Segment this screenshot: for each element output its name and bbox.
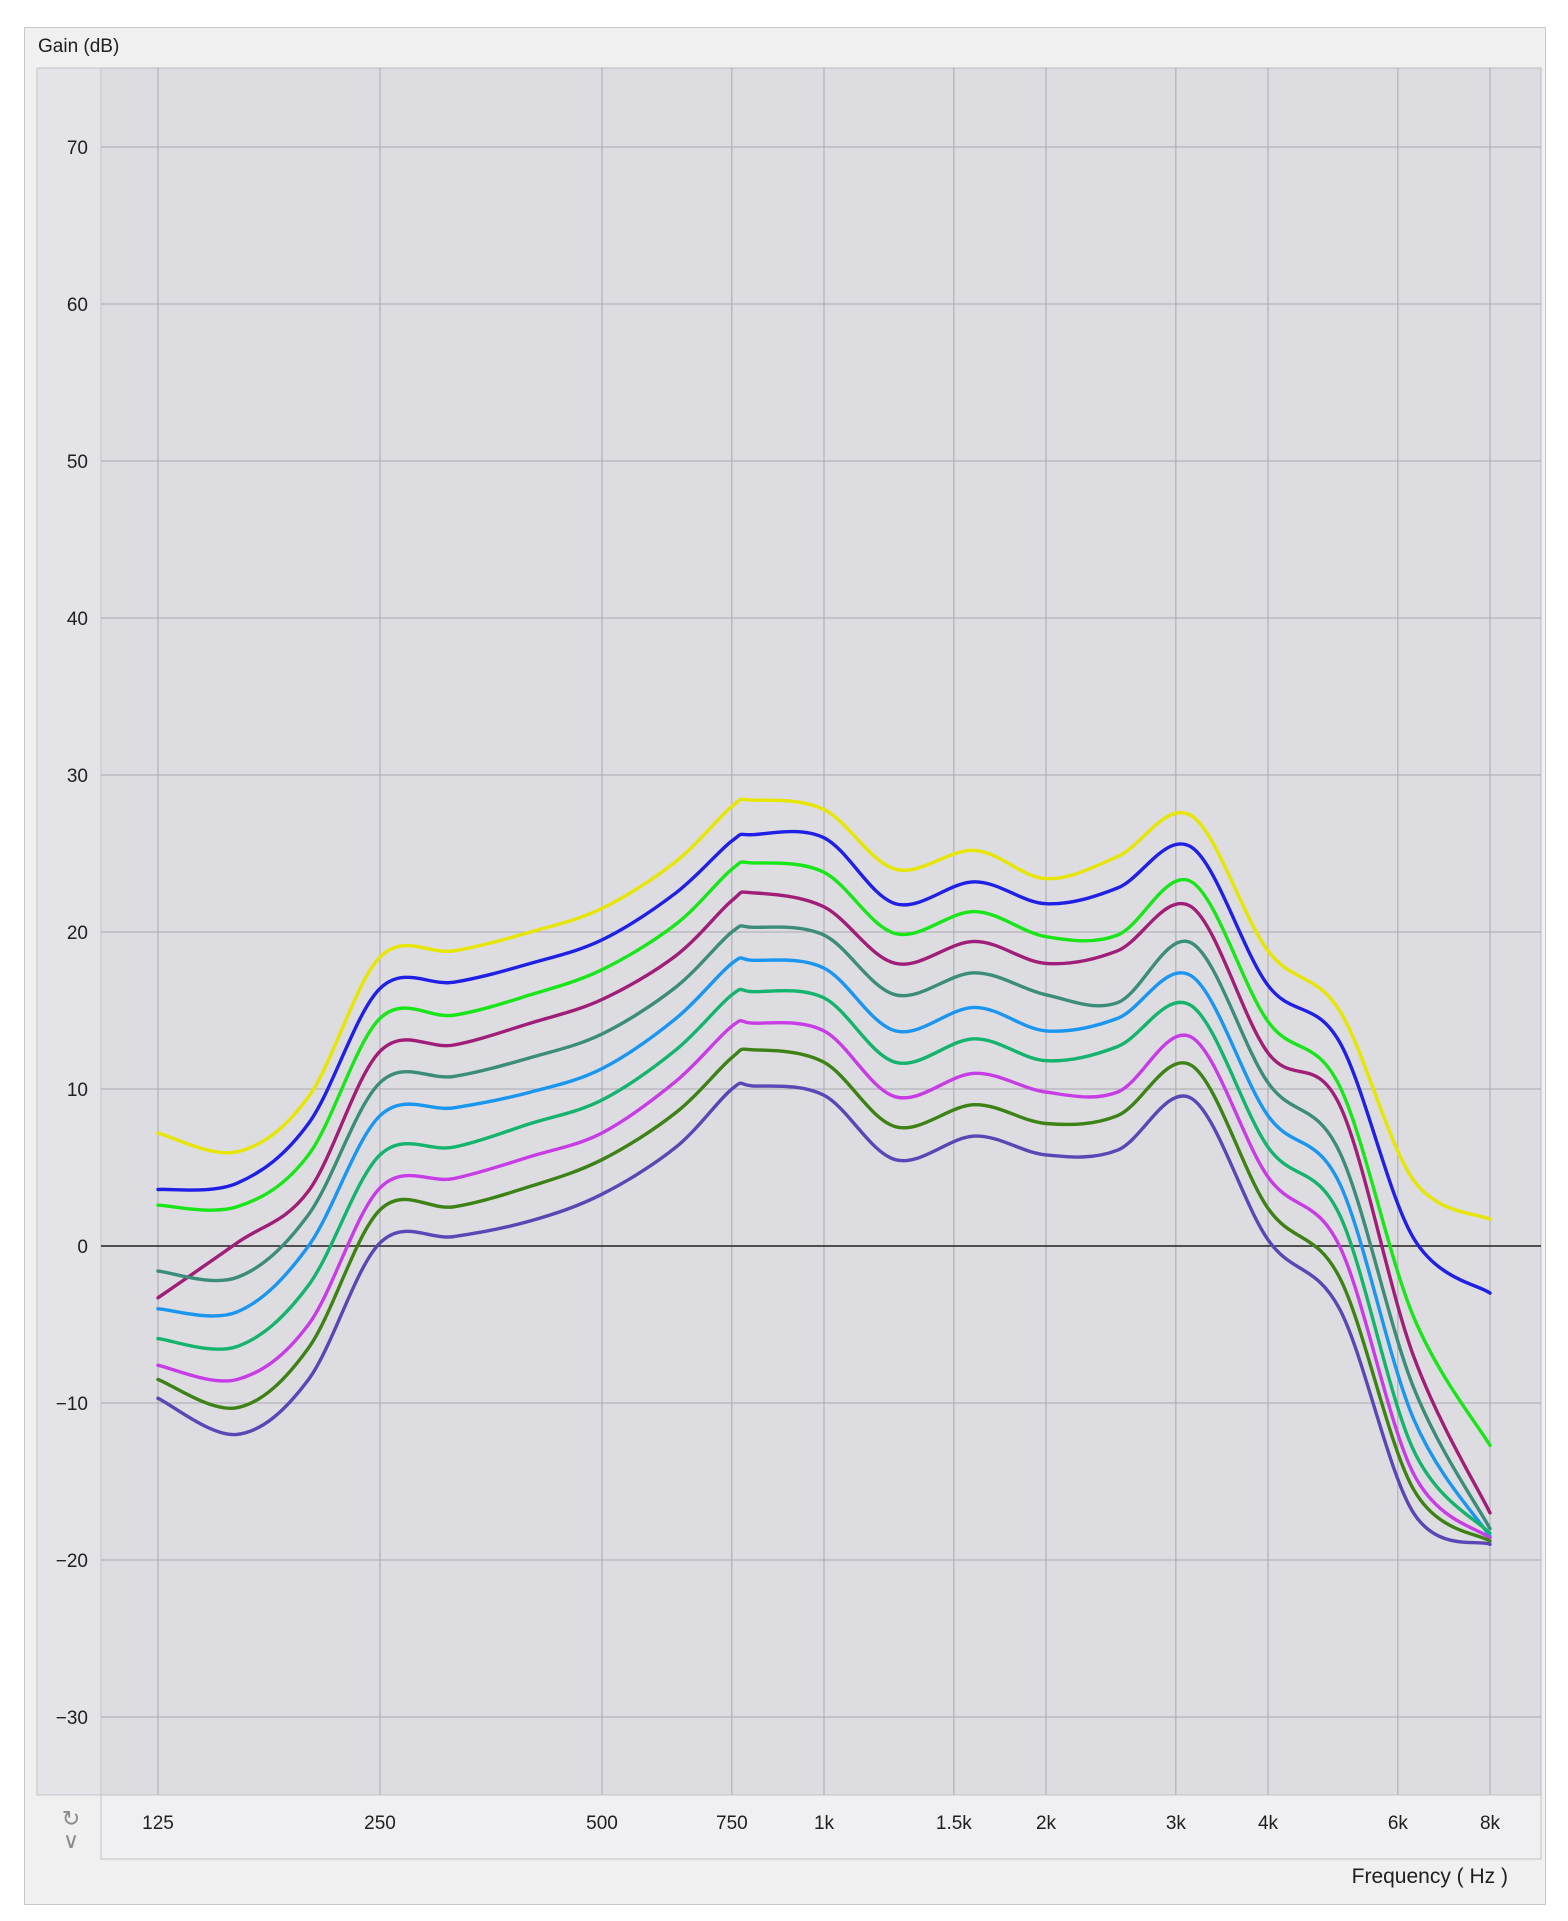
series-line-6 bbox=[156, 956, 1492, 1539]
scroll-up-icon[interactable]: ↻ bbox=[61, 1806, 81, 1831]
y-tick-label: 70 bbox=[67, 138, 88, 159]
x-tick-label: 750 bbox=[716, 1813, 748, 1834]
series-line-9 bbox=[156, 1047, 1492, 1543]
x-tick-label: 2k bbox=[1036, 1813, 1057, 1834]
series-line-8 bbox=[156, 1019, 1492, 1540]
y-tick-label: 40 bbox=[67, 609, 88, 630]
series-layer bbox=[156, 797, 1492, 1546]
x-tick-label: 6k bbox=[1388, 1813, 1409, 1834]
series-line-5 bbox=[156, 924, 1492, 1531]
x-tick-label: 8k bbox=[1480, 1813, 1501, 1834]
vertical-gridlines bbox=[157, 68, 1491, 1795]
y-tick-labels: 70 60 50 40 30 20 10 0 −10 −20 −30 bbox=[56, 138, 88, 1729]
series-line-1 bbox=[156, 797, 1492, 1221]
y-tick-label: 30 bbox=[67, 766, 88, 787]
y-tick-label: −30 bbox=[56, 1708, 88, 1729]
x-tick-label: 4k bbox=[1258, 1813, 1279, 1834]
y-axis-strip[interactable] bbox=[36, 67, 102, 1796]
series-line-4 bbox=[156, 890, 1492, 1515]
series-line-3 bbox=[156, 860, 1492, 1448]
y-tick-label: 20 bbox=[67, 923, 88, 944]
y-tick-label: −10 bbox=[56, 1394, 88, 1415]
y-tick-label: −20 bbox=[56, 1551, 88, 1572]
chevron-down-icon[interactable]: ∨ bbox=[62, 1828, 80, 1853]
x-tick-label: 125 bbox=[142, 1813, 174, 1834]
y-tick-label: 0 bbox=[77, 1237, 88, 1258]
series-line-10 bbox=[156, 1081, 1492, 1546]
y-tick-label: 60 bbox=[67, 295, 88, 316]
x-axis-title: Frequency ( Hz ) bbox=[1351, 1865, 1508, 1888]
x-tick-label: 250 bbox=[364, 1813, 396, 1834]
x-tick-label: 1.5k bbox=[936, 1813, 972, 1834]
x-tick-label: 3k bbox=[1166, 1813, 1187, 1834]
x-tick-labels: 125 250 500 750 1k 1.5k 2k 3k 4k 6k 8k bbox=[142, 1813, 1500, 1834]
y-axis-title: Gain (dB) bbox=[38, 36, 120, 57]
x-tick-label: 500 bbox=[586, 1813, 618, 1834]
series-line-7 bbox=[156, 987, 1492, 1535]
x-tick-label: 1k bbox=[814, 1813, 835, 1834]
series-line-2 bbox=[156, 829, 1492, 1295]
x-axis-strip[interactable] bbox=[100, 1794, 1542, 1860]
y-tick-label: 50 bbox=[67, 452, 88, 473]
axis-scroll-control[interactable]: ↻ ∨ bbox=[56, 1808, 86, 1858]
y-tick-label: 10 bbox=[67, 1080, 88, 1101]
